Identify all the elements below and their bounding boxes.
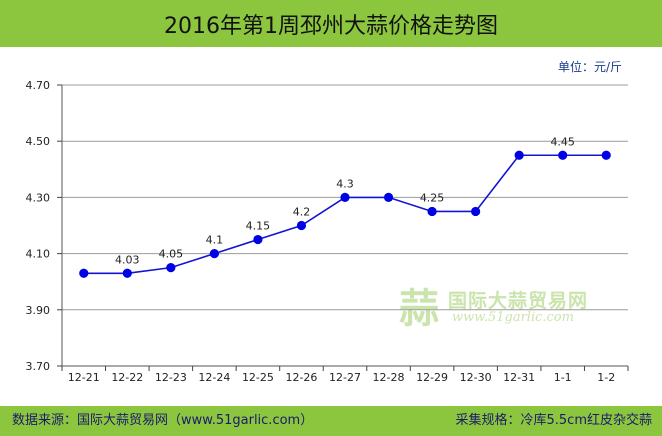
data-point (122, 268, 132, 278)
x-tick-label: 12-26 (285, 371, 317, 384)
data-point (601, 150, 611, 160)
collection-spec-text: 采集规格：冷库5.5cm红皮杂交蒜 (455, 413, 653, 428)
y-tick-label: 3.90 (26, 304, 51, 317)
x-tick-label: 1-1 (554, 371, 572, 384)
y-tick-label: 4.10 (26, 248, 51, 261)
x-tick-label: 12-29 (416, 371, 448, 384)
data-point (514, 150, 524, 160)
y-tick-label: 4.70 (26, 79, 51, 92)
watermark-url: www.51garlic.com (452, 310, 574, 325)
data-point (253, 234, 263, 245)
title-banner: 2016年第1周邳州大蒜价格走势图 (0, 0, 662, 47)
y-tick-label: 4.30 (26, 191, 51, 204)
data-point (427, 206, 437, 217)
chart-title: 2016年第1周邳州大蒜价格走势图 (164, 13, 498, 39)
y-tick-label: 4.50 (26, 135, 51, 148)
data-point (79, 268, 89, 278)
data-label: 4.1 (206, 234, 224, 247)
unit-label: 单位：元/斤 (557, 60, 622, 74)
data-source-text: 数据来源：国际大蒜贸易网（www.51garlic.com） (12, 413, 314, 428)
x-tick-label: 12-21 (68, 371, 100, 384)
data-point (383, 192, 394, 202)
x-tick-label: 12-27 (329, 371, 361, 384)
data-label: 4.05 (159, 248, 184, 261)
data-label: 4.03 (115, 253, 140, 266)
footer-banner (0, 406, 662, 436)
data-point (209, 249, 219, 259)
garlic-logo-icon: 蒜 (399, 286, 439, 330)
x-tick-label: 12-24 (198, 371, 230, 384)
watermark-name: 国际大蒜贸易网 (448, 290, 589, 312)
data-label: 4.3 (336, 177, 354, 190)
x-tick-label: 1-2 (597, 371, 615, 384)
grid-layer (62, 84, 628, 367)
watermark: 蒜 国际大蒜贸易网 www.51garlic.com (396, 284, 636, 334)
data-point (340, 192, 350, 202)
data-point (558, 150, 568, 160)
data-point (296, 220, 307, 231)
x-tick-label: 12-31 (503, 371, 535, 384)
x-tick-label: 12-28 (373, 371, 405, 384)
svg-text:蒜: 蒜 (399, 286, 439, 330)
data-label: 4.15 (246, 220, 271, 233)
data-label: 4.2 (293, 206, 311, 219)
data-point (471, 206, 481, 217)
x-tick-label: 12-22 (111, 371, 143, 384)
data-point (166, 263, 176, 273)
marker-layer (79, 150, 611, 278)
y-tick-label: 3.70 (26, 360, 51, 373)
x-tick-label: 12-23 (155, 371, 187, 384)
axis-layer: 3.70 3.90 4.10 4.30 4.50 4.70 12-21 12-22 12-23 1… (26, 79, 629, 384)
x-tick-label: 12-25 (242, 371, 274, 384)
data-label: 4.45 (550, 135, 575, 148)
data-label: 4.25 (420, 191, 445, 204)
data-label-layer: 4.03 4.05 4.1 4.15 4.2 4.3 4.25 4.45 (115, 135, 575, 266)
x-tick-label: 12-30 (460, 371, 492, 384)
